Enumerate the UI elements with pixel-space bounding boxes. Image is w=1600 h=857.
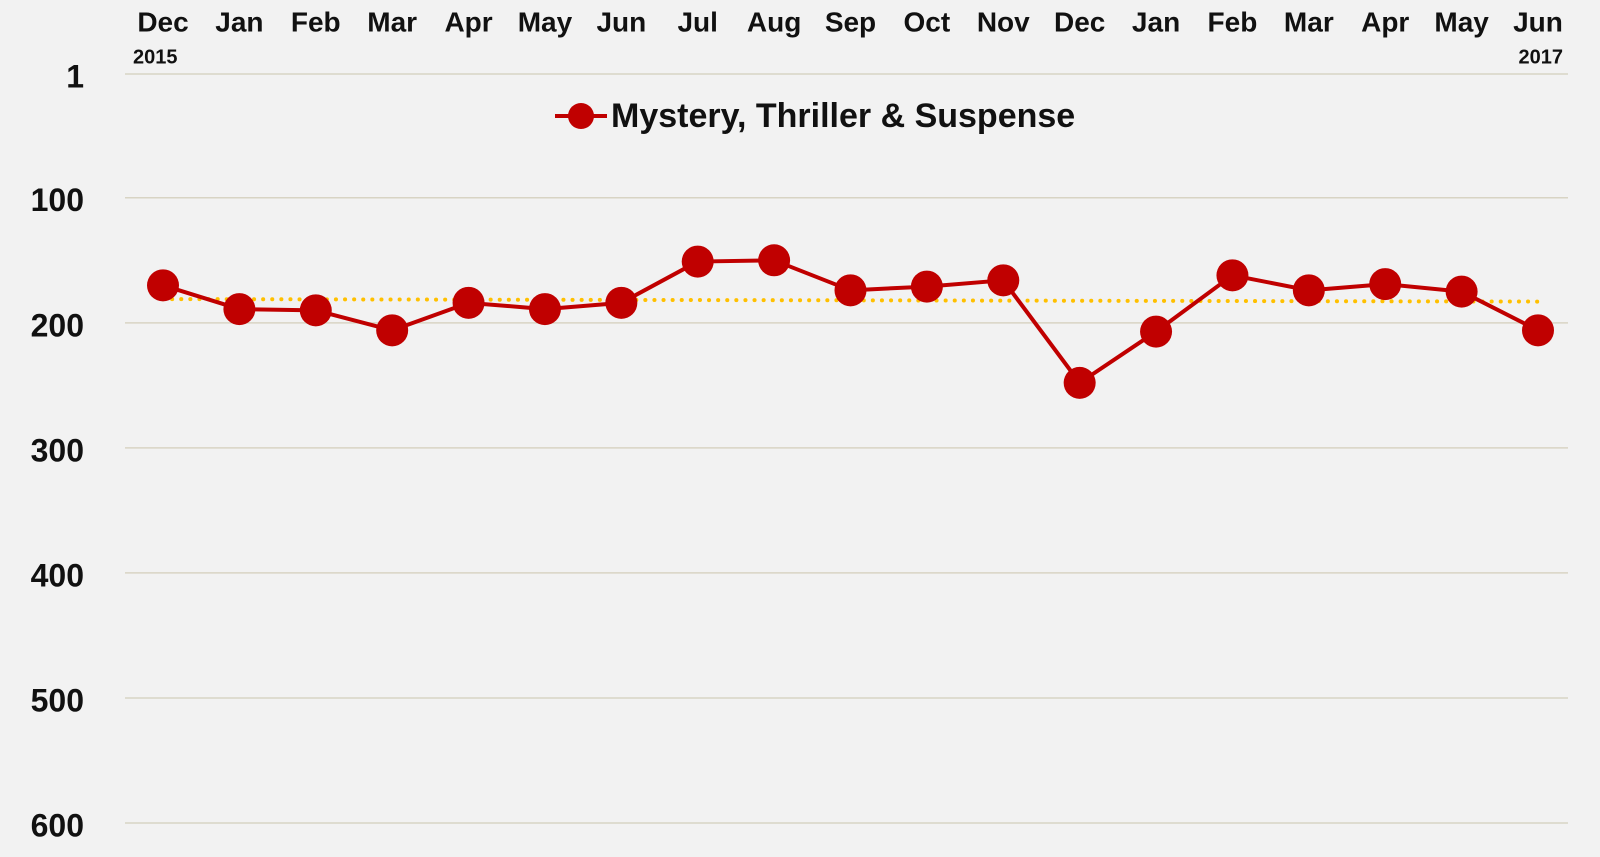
x-tick-label: Mar	[1284, 6, 1334, 37]
x-tick-label: Apr	[1361, 6, 1409, 37]
data-point	[223, 293, 256, 326]
data-point	[452, 286, 485, 319]
data-point	[605, 286, 638, 319]
x-tick-label: Jan	[215, 6, 263, 37]
data-point	[528, 293, 561, 326]
x-tick-label: Sep	[825, 6, 876, 37]
data-point	[299, 294, 332, 327]
legend-label: Mystery, Thriller & Suspense	[611, 97, 1075, 135]
y-tick-label: 1	[66, 58, 84, 94]
data-point	[1216, 259, 1249, 292]
data-point	[758, 244, 791, 277]
x-tick-label: Aug	[747, 6, 801, 37]
data-point	[147, 269, 179, 302]
x-tick-label: Jan	[1132, 6, 1180, 37]
y-tick-label: 400	[31, 557, 84, 593]
x-tick-label: Nov	[977, 6, 1030, 37]
x-tick-label: Jun	[1513, 6, 1563, 37]
x-tick-label: May	[518, 6, 573, 37]
y-tick-label: 600	[31, 807, 84, 843]
data-point	[987, 264, 1020, 297]
data-point	[834, 274, 867, 307]
x-tick-label: Feb	[1208, 6, 1258, 37]
data-point	[1522, 314, 1554, 347]
x-tick-label: Apr	[444, 6, 492, 37]
data-point	[1063, 366, 1096, 399]
data-point	[1292, 274, 1325, 307]
data-point	[1369, 268, 1402, 301]
data-point	[1140, 315, 1173, 348]
y-tick-label: 200	[31, 307, 84, 343]
x-tick-label: Dec	[1054, 6, 1105, 37]
y-tick-label: 500	[31, 682, 84, 718]
data-point	[376, 314, 409, 347]
x-year-label: 2017	[1519, 46, 1564, 68]
x-tick-label: Feb	[291, 6, 341, 37]
data-point	[1445, 275, 1478, 308]
x-tick-label: Dec	[137, 6, 188, 37]
x-year-label: 2015	[133, 46, 178, 68]
legend-marker	[568, 103, 594, 129]
x-tick-label: Oct	[904, 6, 951, 37]
data-point	[910, 270, 943, 303]
x-tick-label: May	[1434, 6, 1489, 37]
x-tick-label: Jul	[677, 6, 717, 37]
y-tick-label: 100	[31, 182, 84, 218]
x-tick-label: Jun	[596, 6, 646, 37]
x-tick-label: Mar	[367, 6, 417, 37]
y-tick-label: 300	[31, 432, 84, 468]
data-point	[681, 245, 714, 278]
